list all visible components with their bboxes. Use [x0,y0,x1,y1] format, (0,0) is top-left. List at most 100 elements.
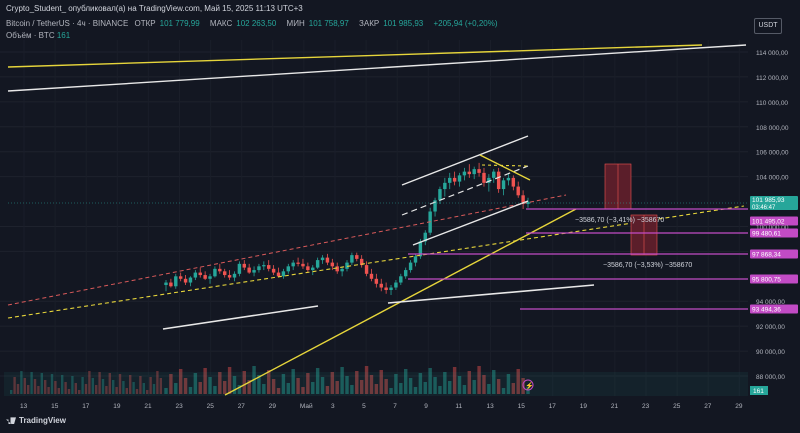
x-tick-label: 19 [580,403,588,410]
candle-body [359,258,364,266]
volume-bar [487,384,491,394]
volume-bar [178,369,183,394]
alert-icon[interactable]: ⚡ [522,379,534,391]
volume-bar [91,378,94,394]
candle-body [438,189,442,201]
tradingview-logo-icon [6,417,16,425]
candle-body [448,177,452,183]
tradingview-brand: TradingView [6,416,66,425]
x-tick-label: 15 [518,403,526,410]
symbol-line: Bitcoin / TetherUS · 4ч · BINANCE ОТКР 10… [6,19,502,28]
x-tick-label: 27 [704,403,712,410]
candle-body [169,282,173,287]
volume-bar [457,376,462,394]
candle-body [306,266,310,271]
annotation-2: −3586,70 (−3,53%) −358670 [603,262,692,269]
volume-bar [47,387,50,394]
volume-band [4,372,748,396]
candle-body [267,265,271,269]
volume-bar [16,384,20,394]
candle-body [262,265,266,267]
volume-bar [174,383,178,394]
candle-body [374,278,379,284]
volume-bar [237,385,242,394]
x-tick-label: 11 [455,403,462,410]
volume-bar [379,370,383,394]
volume-bar [227,367,232,394]
x-tick-label: 25 [207,403,215,410]
volume-bar [428,368,432,394]
candle-body [394,282,398,288]
volume-bar [330,372,335,394]
candle-body [413,256,418,263]
volume-bar [501,388,506,394]
countdown-text: 03:46:47 [752,205,776,211]
volume-bar [30,372,33,394]
volume-bar [418,373,423,394]
candle-body [193,272,198,278]
volume-bar [40,373,43,394]
candle-body [178,276,183,279]
volume-bar [164,388,168,394]
y-tick-label: 106 000,00 [756,150,789,157]
price-label [750,249,798,259]
candle-body [457,175,462,182]
volume-bar [286,383,291,394]
y-tick-label: 88 000,00 [756,374,785,381]
volume-bar [198,382,202,394]
yellow-dashed-trendline [7,205,745,319]
volume-bar [146,390,149,394]
volume-bar [276,388,281,394]
y-tick-label: 112 000,00 [756,75,788,82]
y-tick-label: 92 000,00 [756,324,785,331]
candle-body [384,287,388,291]
candle-body [237,263,242,274]
price-label [750,274,798,284]
candle-body [188,277,193,283]
price-axis[interactable]: 114 000,00 112 000,00 110 000,00 108 000,00… [756,50,789,381]
price-label-text: 97 868,34 [752,252,781,259]
candle-body [389,287,393,291]
price-label [750,304,798,314]
x-tick-label: 25 [673,403,681,410]
x-tick-label: 23 [176,403,184,410]
currency-button[interactable]: USDT [754,18,782,34]
volume-bar [394,374,398,394]
volume-bar [462,385,467,394]
volume-bar [315,368,320,394]
volume-bar [384,379,388,394]
candle-body [183,278,188,283]
candle-body [164,282,168,286]
volume-bar [23,378,26,394]
candle-body [232,273,237,278]
volume-bar [496,379,501,394]
volume-bar [203,368,207,394]
price-label-text: 101 985,93 [752,197,785,204]
candle-body [492,171,496,178]
candle-body [350,255,354,263]
x-tick-label: 27 [238,403,246,410]
volume-bar [242,371,246,394]
x-tick-label: 23 [642,403,650,410]
candle-body [423,232,427,242]
channel-middle [401,165,529,216]
wedge-top [479,154,531,181]
ohlc-low: МИН 101 758,97 [286,19,349,28]
candle-body [452,177,457,182]
volume-bar [472,380,476,394]
volume-bar [139,376,142,394]
volume-bar [213,386,217,394]
volume-bar [222,381,227,394]
y-tick-label: 108 000,00 [756,125,789,132]
wedge-mid [481,164,528,167]
volume-bar [135,389,139,394]
white-lower-channel-2 [387,284,595,304]
volume-bar [306,373,310,394]
time-axis[interactable]: 13 15 17 19 21 23 25 27 29 Май 3 5 7 9 11 13 15 17 19 21 23 2… [20,402,743,410]
volume-bar [71,376,74,394]
symbol-name[interactable]: Bitcoin / TetherUS · 4ч · BINANCE [6,19,129,28]
candle-body [501,180,506,190]
volume-bar [218,372,222,394]
